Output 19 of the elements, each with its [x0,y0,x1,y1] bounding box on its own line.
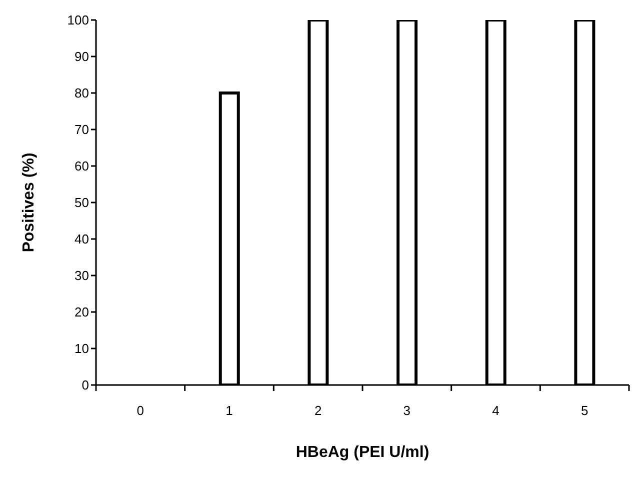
y-tick-label: 20 [74,304,89,320]
x-tick-label: 0 [136,403,144,418]
x-tick-label: 2 [314,403,322,418]
y-tick-label: 40 [74,232,89,247]
y-tick-label: 50 [74,195,89,210]
x-axis-title: HBeAg (PEI U/ml) [296,444,430,461]
x-tick-label: 4 [492,403,500,418]
y-tick-label: 100 [67,12,89,28]
y-tick-label: 0 [82,378,89,393]
y-tick-label: 70 [74,122,89,138]
y-tick-label: 10 [74,341,89,356]
x-tick-label: 3 [403,403,411,418]
y-tick-label: 60 [74,158,89,174]
y-tick-label: 90 [74,49,89,64]
x-tick-label: 5 [580,403,588,418]
y-tick-label: 80 [74,86,89,101]
y-axis-title: Positives (%) [20,152,38,252]
y-tick-label: 30 [74,268,89,284]
x-tick-label: 1 [226,403,233,418]
